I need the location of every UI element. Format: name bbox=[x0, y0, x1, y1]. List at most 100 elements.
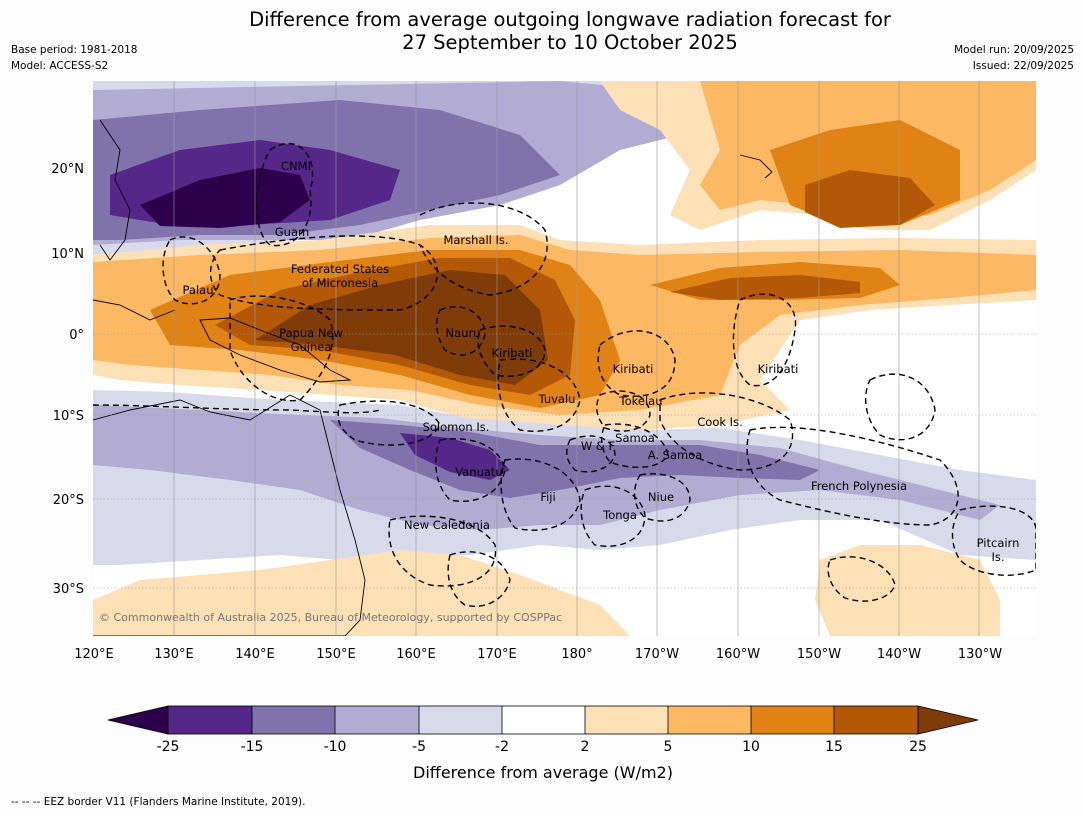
colorbar-tick-label: 5 bbox=[664, 739, 673, 755]
colorbar-extend-low bbox=[107, 705, 169, 735]
colorbar: -25 -15 -10 -5 -2 2 5 10 15 25 Differenc… bbox=[107, 705, 979, 782]
anomaly-darkest-brown-equator bbox=[255, 270, 548, 385]
colorbar-bin-1 bbox=[168, 706, 252, 734]
label-solomon: Solomon Is. bbox=[423, 420, 490, 434]
copyright-note: © Commonwealth of Australia 2025, Bureau… bbox=[99, 611, 562, 624]
lon-label-150w: 150°W bbox=[797, 647, 841, 662]
colorbar-tick-label: 2 bbox=[581, 739, 590, 755]
colorbar-tick-label: -5 bbox=[412, 739, 426, 755]
eez-french-polynesia bbox=[746, 426, 959, 526]
label-wallis-futuna: W & F bbox=[581, 439, 615, 453]
label-micronesia-1: Federated States bbox=[291, 262, 389, 276]
eez-tonga bbox=[580, 485, 646, 547]
eez-cook-is bbox=[659, 392, 794, 471]
lon-label-170w: 170°W bbox=[635, 647, 679, 662]
colorbar-title: Difference from average (W/m2) bbox=[413, 763, 673, 782]
lat-label-20n: 20°N bbox=[51, 162, 84, 177]
eez-niue bbox=[633, 473, 691, 522]
eez-norfolk bbox=[447, 551, 511, 607]
anomaly-lt-orange-south-east bbox=[815, 545, 1000, 636]
colorbar-bin-7 bbox=[668, 706, 751, 734]
base-period: Base period: 1981-2018 bbox=[11, 44, 138, 56]
label-png-1: Papua New bbox=[279, 326, 343, 340]
colorbar-tick-label: 10 bbox=[742, 739, 760, 755]
label-tokelau: Tokelau bbox=[619, 394, 663, 408]
lon-label-160w: 160°W bbox=[716, 647, 760, 662]
model-name: Model: ACCESS-S2 bbox=[11, 60, 109, 72]
colorbar-bin-9 bbox=[834, 706, 918, 734]
colorbar-tick-label: 25 bbox=[909, 739, 927, 755]
label-png-2: Guinea bbox=[291, 340, 332, 354]
colorbar-tick-label: -2 bbox=[495, 739, 509, 755]
lon-label-180: 180° bbox=[561, 647, 592, 662]
label-guam: Guam bbox=[275, 225, 309, 239]
label-cnmi: CNMI bbox=[281, 159, 311, 173]
anomaly-lt-orange-south-west bbox=[93, 550, 630, 636]
label-new-caledonia: New Caledonia bbox=[404, 518, 490, 532]
eez-marshall bbox=[419, 202, 548, 296]
indonesia-coast bbox=[93, 299, 176, 321]
lon-label-140e: 140°E bbox=[235, 647, 275, 662]
label-kiribati-east: Kiribati bbox=[758, 362, 799, 376]
colorbar-tick-label: 15 bbox=[825, 739, 843, 755]
eez-solomon bbox=[337, 400, 441, 446]
gridlines bbox=[93, 81, 1036, 636]
label-samoa: Samoa bbox=[615, 431, 655, 445]
colorbar-bin-2 bbox=[252, 706, 335, 734]
map-panel: CNMI Guam Marshall Is. Federated States … bbox=[93, 81, 1036, 636]
philippines-coast bbox=[99, 119, 131, 261]
title-line-1: Difference from average outgoing longwav… bbox=[249, 8, 891, 31]
label-kiribati-west: Kiribati bbox=[492, 346, 533, 360]
label-cook: Cook Is. bbox=[697, 415, 742, 429]
label-pitcairn-2: Is. bbox=[991, 550, 1004, 564]
label-fiji: Fiji bbox=[540, 490, 555, 504]
colorbar-bin-3 bbox=[335, 706, 419, 734]
meta-right: Model run: 20/09/2025 Issued: 22/09/2025 bbox=[954, 42, 1074, 74]
label-french-polynesia: French Polynesia bbox=[811, 479, 907, 493]
eez-micronesia bbox=[209, 235, 439, 311]
eez-wallis-futuna bbox=[566, 435, 616, 473]
eez-kiribati-line bbox=[732, 293, 797, 387]
label-niue: Niue bbox=[648, 490, 674, 504]
label-micronesia-2: of Micronesia bbox=[302, 276, 378, 290]
colorbar-bin-4 bbox=[419, 706, 502, 734]
title-line-2: 27 September to 10 October 2025 bbox=[402, 31, 738, 54]
eez-borders bbox=[93, 143, 1036, 607]
colorbar-bin-6 bbox=[585, 706, 668, 734]
label-american-samoa: A. Samoa bbox=[648, 448, 703, 462]
coastlines bbox=[93, 119, 773, 636]
lat-label-10s: 10°S bbox=[53, 409, 84, 424]
lon-label-120e: 120°E bbox=[74, 647, 114, 662]
eez-png bbox=[229, 295, 334, 402]
eez-palau bbox=[162, 236, 221, 305]
label-marshall: Marshall Is. bbox=[443, 233, 508, 247]
colorbar-frame bbox=[167, 705, 919, 735]
eez-kiribati-gilbert bbox=[477, 325, 546, 377]
colorbar-tick-label: -15 bbox=[241, 739, 264, 755]
meta-left: Base period: 1981-2018 Model: ACCESS-S2 bbox=[11, 42, 137, 74]
eez-nauru bbox=[436, 306, 486, 356]
eez-fiji bbox=[500, 458, 581, 531]
label-vanuatu: Vanuatu bbox=[455, 465, 502, 479]
colorbar-extend-high bbox=[917, 705, 979, 735]
colorbar-tick-label: -10 bbox=[324, 739, 347, 755]
lon-label-160e: 160°E bbox=[396, 647, 436, 662]
eez-pitcairn bbox=[951, 505, 1036, 576]
label-pitcairn-1: Pitcairn bbox=[977, 536, 1020, 550]
lon-label-130e: 130°E bbox=[154, 647, 194, 662]
label-tuvalu: Tuvalu bbox=[538, 392, 576, 406]
model-run: Model run: 20/09/2025 bbox=[954, 44, 1074, 56]
eez-austral bbox=[827, 556, 896, 602]
australia-coast bbox=[93, 394, 366, 636]
lat-label-30s: 30°S bbox=[53, 582, 84, 597]
eez-new-caledonia bbox=[388, 515, 497, 587]
lon-label-130w: 130°W bbox=[958, 647, 1002, 662]
lon-label-140w: 140°W bbox=[877, 647, 921, 662]
lon-label-170e: 170°E bbox=[477, 647, 517, 662]
label-palau: Palau bbox=[183, 283, 214, 297]
eez-footnote: -- -- -- EEZ border V11 (Flanders Marine… bbox=[11, 796, 306, 808]
colorbar-bin-5 bbox=[502, 706, 585, 734]
eez-french-polynesia-north bbox=[864, 373, 936, 441]
lat-label-0: 0° bbox=[69, 328, 84, 343]
